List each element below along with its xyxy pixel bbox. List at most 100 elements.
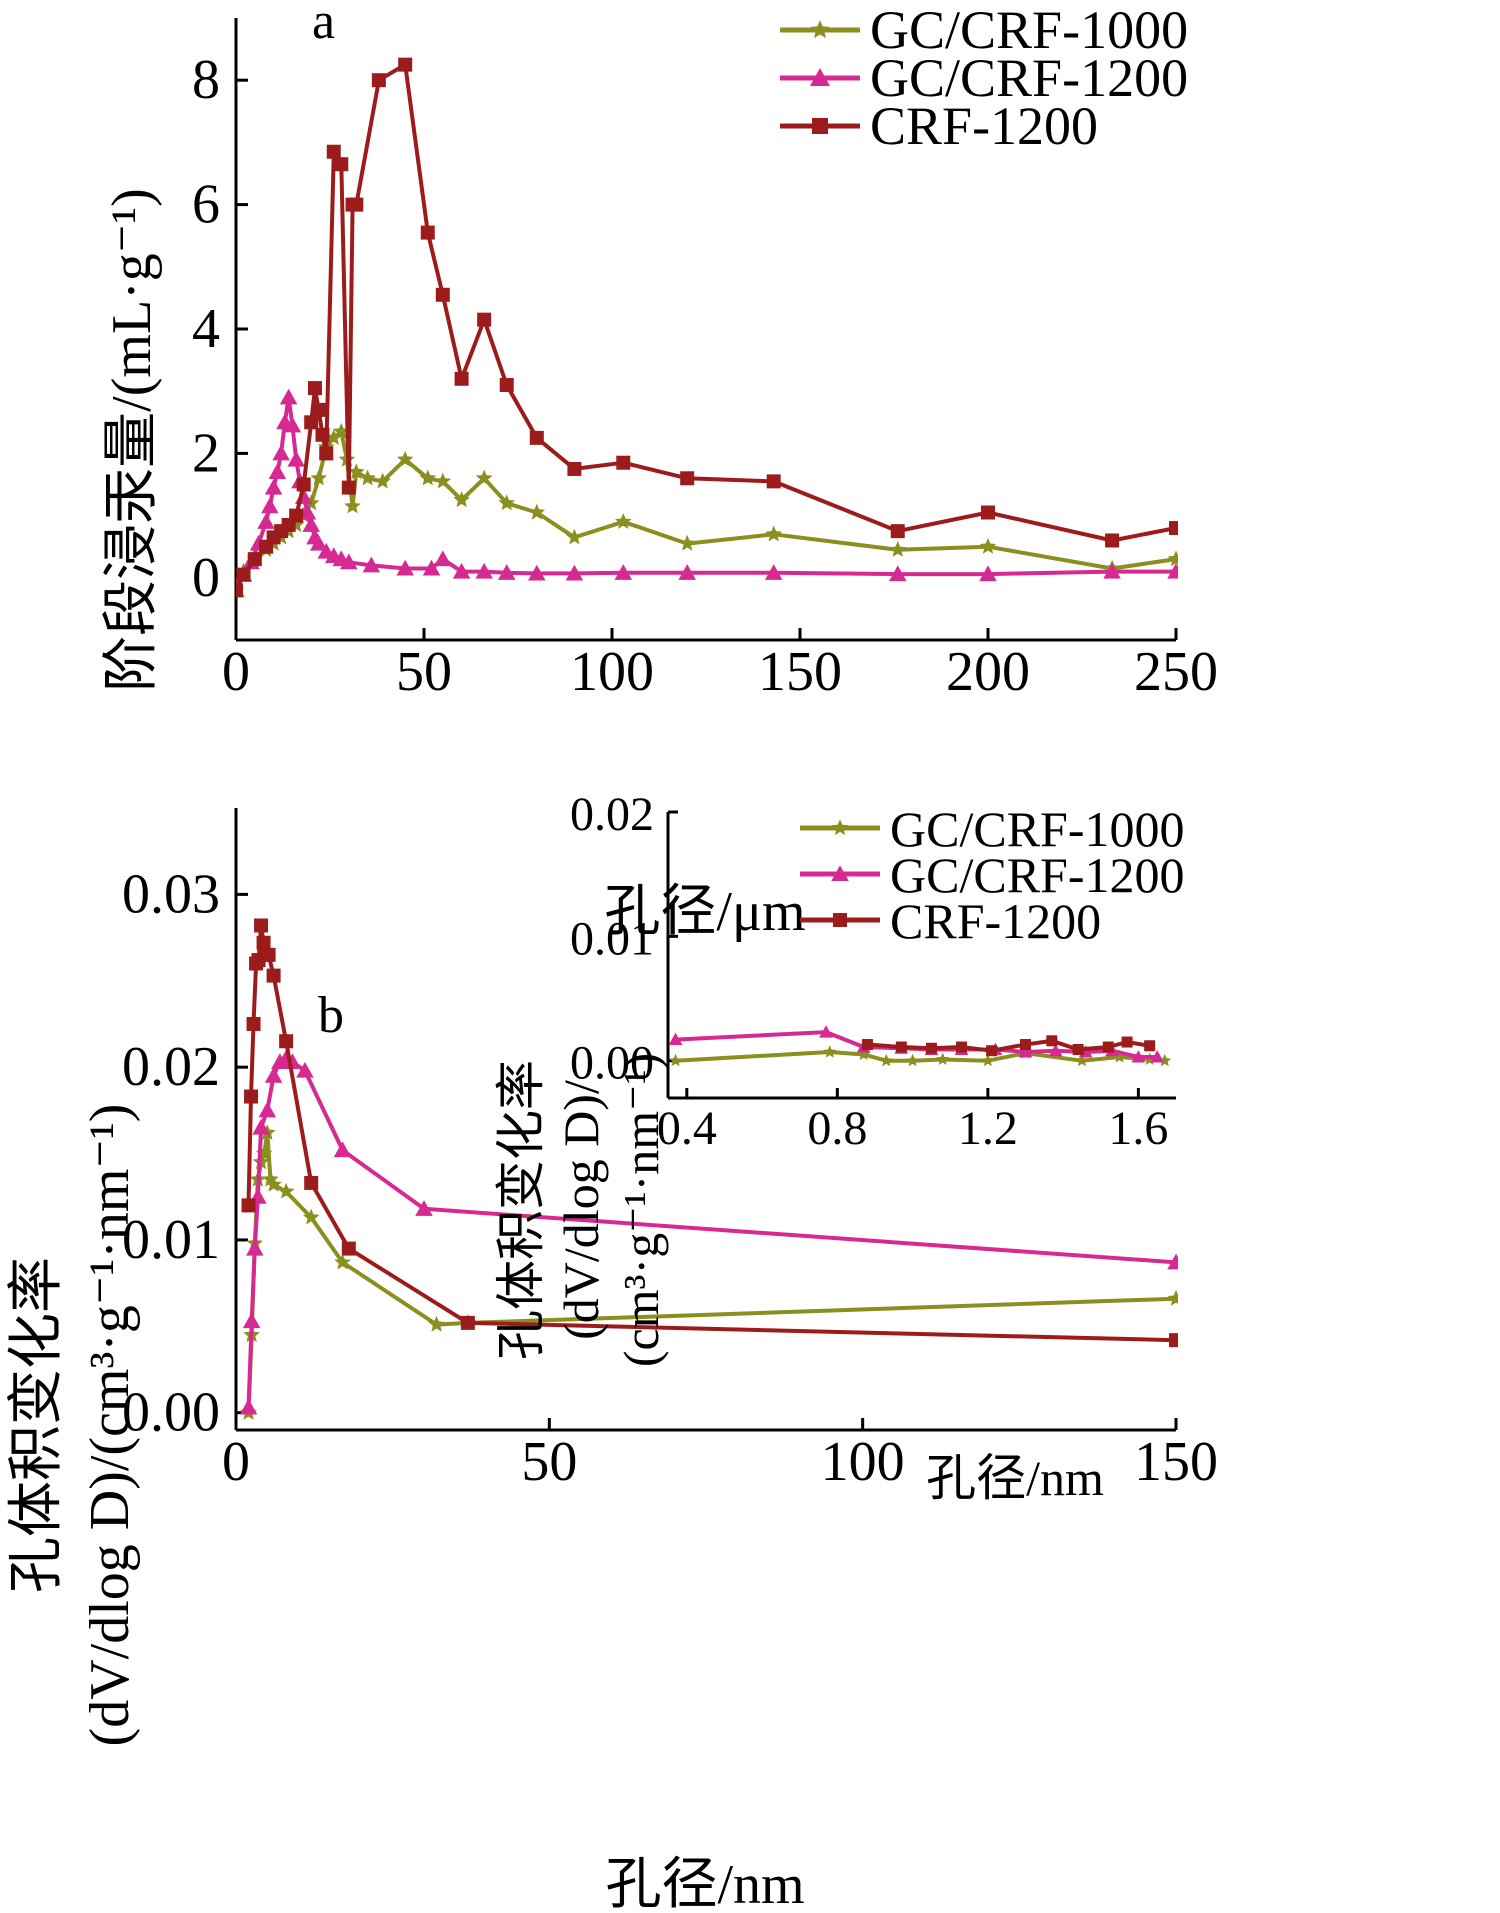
data-point-gc-crf-1200 [362, 556, 381, 573]
data-point-crf-1200 [261, 947, 276, 962]
data-point-gc-crf-1000 [615, 513, 632, 529]
data-point-gc-crf-1000 [678, 534, 696, 551]
data-point-gc-crf-1000 [333, 422, 350, 439]
data-point-gc-crf-1000 [396, 450, 414, 467]
data-point-crf-1200 [420, 225, 435, 240]
data-point-crf-1200 [1169, 1333, 1178, 1348]
data-point-crf-1200 [981, 505, 995, 520]
data-point-crf-1200 [890, 524, 905, 539]
x-tick-label: 150 [1134, 1431, 1218, 1493]
data-point-gc-crf-1200 [333, 1141, 352, 1158]
data-point-crf-1200 [341, 1241, 356, 1256]
ticks-b: 0 50 100 150 0.00 0.01 0.02 0.03 [122, 863, 1218, 1493]
data-point-gc-crf-1000 [981, 1053, 995, 1067]
data-point-gc-crf-1200 [239, 1398, 258, 1415]
data-point-gc-crf-1200 [1150, 1050, 1165, 1063]
data-point-crf-1200 [341, 480, 356, 495]
data-point-gc-crf-1000 [277, 1182, 295, 1199]
data-point-crf-1200 [236, 567, 251, 582]
y-tick-label: 0.02 [122, 1036, 220, 1098]
y-tick-label: 8 [192, 49, 220, 111]
y-tick-label: 6 [192, 174, 220, 236]
data-point-gc-crf-1200 [246, 1239, 264, 1256]
y-tick-label: 0.00 [122, 1382, 220, 1444]
data-point-crf-1200 [349, 197, 364, 212]
inset-y-axis-title-line-2: (dV/dlog D)/ [553, 1080, 609, 1340]
data-point-crf-1200 [956, 1041, 968, 1053]
data-point-gc-crf-1200 [264, 478, 283, 495]
x-tick-label: 150 [758, 641, 842, 703]
inset-y-axis-title-line-3: (cm³·g⁻¹·nm⁻¹) [613, 1053, 669, 1367]
data-point-crf-1200 [304, 415, 319, 430]
data-point-gc-crf-1200 [1018, 1045, 1033, 1058]
data-point-crf-1200 [371, 73, 386, 88]
data-point-gc-crf-1000 [1158, 1053, 1172, 1067]
legend-label: GC/CRF-1000 [890, 801, 1185, 857]
data-point-gc-crf-1200 [1048, 1043, 1063, 1057]
data-point-crf-1200 [1144, 1040, 1156, 1052]
y-tick-label: 0.00 [570, 1037, 654, 1090]
legend-marker [833, 913, 847, 927]
data-point-gc-crf-1200 [452, 562, 471, 579]
data-point-crf-1200 [279, 1034, 294, 1049]
data-point-crf-1200 [861, 1039, 873, 1051]
data-point-gc-crf-1200 [889, 565, 907, 582]
data-point-crf-1200 [435, 287, 450, 302]
data-point-crf-1200 [289, 508, 304, 523]
data-point-gc-crf-1200 [272, 444, 290, 461]
data-point-crf-1200 [895, 1041, 907, 1053]
series-group-b [239, 918, 1178, 1420]
data-point-crf-1200 [266, 968, 281, 983]
data-point-gc-crf-1000 [334, 1253, 351, 1270]
legend-marker [831, 865, 849, 881]
x-tick-label: 250 [1134, 641, 1218, 703]
data-point-gc-crf-1200 [287, 450, 305, 467]
ticks-a: 0 50 100 150 200 250 0 2 4 6 8 [192, 49, 1218, 703]
data-point-gc-crf-1200 [819, 1025, 833, 1038]
data-point-crf-1200 [1102, 1041, 1114, 1053]
data-point-gc-crf-1000 [255, 1144, 273, 1161]
x-tick-label: 0.8 [807, 1102, 867, 1155]
chart-panel-b: b 孔体积变化率 (dV/dlog D)/(cm³·g⁻¹·nm⁻¹) 孔径/n… [6, 788, 1218, 1913]
data-point-crf-1200 [256, 935, 271, 950]
x-tick-label: 200 [946, 641, 1030, 703]
data-point-gc-crf-1000 [889, 541, 907, 557]
data-point-gc-crf-1000 [265, 1175, 282, 1192]
x-tick-label: 50 [396, 641, 452, 703]
data-point-gc-crf-1200 [614, 564, 633, 580]
inset-axes [666, 812, 1176, 1100]
data-point-gc-crf-1000 [348, 463, 365, 480]
data-point-crf-1200 [241, 1198, 256, 1213]
data-point-gc-crf-1000 [1167, 550, 1178, 567]
data-point-gc-crf-1200 [268, 463, 287, 480]
data-point-crf-1200 [766, 474, 781, 489]
panel-b-letter: b [318, 987, 344, 1044]
data-point-crf-1200 [680, 471, 695, 486]
data-point-gc-crf-1200 [678, 564, 696, 580]
data-point-gc-crf-1200 [261, 497, 279, 514]
data-point-gc-crf-1200 [264, 1067, 283, 1083]
y-tick-label: 4 [192, 298, 220, 360]
y-axis-title-line-1: 孔体积变化率 [6, 1257, 68, 1593]
data-point-gc-crf-1200 [434, 550, 452, 567]
series-crf-1200 [236, 57, 1178, 598]
data-point-gc-crf-1200 [258, 1101, 277, 1118]
data-point-crf-1200 [1019, 1039, 1031, 1051]
data-point-gc-crf-1000 [669, 1053, 683, 1067]
y-axis-title-group: (dV/dlog D)/(cm³·g⁻¹·nm⁻¹) [79, 1104, 141, 1747]
data-point-gc-crf-1200 [979, 565, 997, 582]
legend-item-gc-crf-1000: GC/CRF-1000 [800, 801, 1185, 857]
x-axis-title: 孔径/nm [605, 1854, 804, 1913]
legend-item-crf-1200: CRF-1200 [800, 893, 1101, 949]
data-point-gc-crf-1000 [906, 1053, 920, 1067]
inset-chart: 孔体积变化率 (dV/dlog D)/ (cm³·g⁻¹·nm⁻¹) 孔径/nm… [493, 788, 1185, 1506]
x-tick-label: 0.4 [657, 1102, 717, 1155]
legend-item-crf-1200: CRF-1200 [780, 96, 1098, 156]
data-point-gc-crf-1000 [310, 469, 327, 486]
data-point-gc-crf-1200 [242, 1312, 261, 1329]
data-point-gc-crf-1200 [1131, 1050, 1146, 1063]
data-point-crf-1200 [247, 552, 262, 567]
series-gc-crf-1200 [236, 388, 1178, 598]
